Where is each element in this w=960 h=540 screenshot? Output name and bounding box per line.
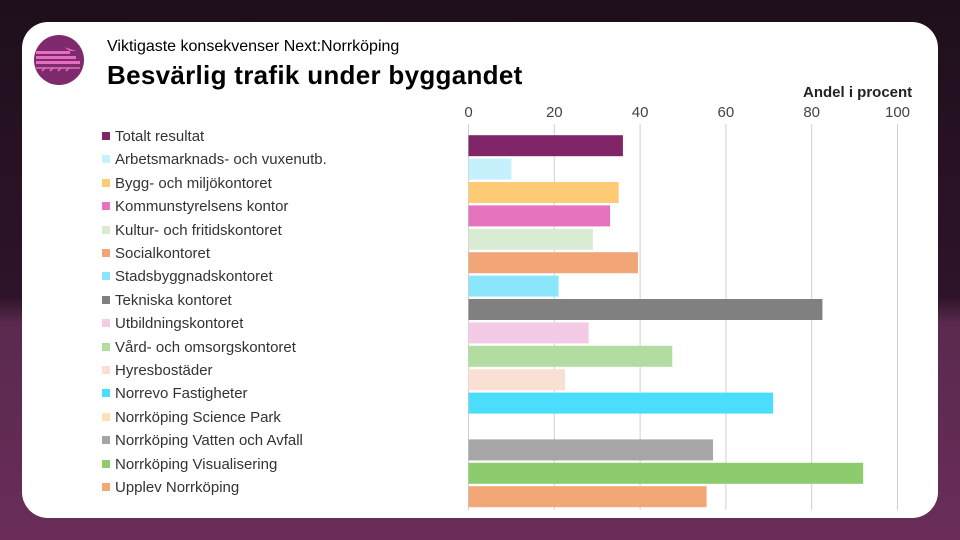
bar bbox=[468, 486, 707, 508]
legend-label: Norrköping Science Park bbox=[115, 408, 281, 426]
legend-label: Totalt resultat bbox=[115, 128, 205, 145]
train-logo-icon bbox=[34, 35, 84, 85]
legend-swatch bbox=[102, 178, 110, 187]
bar bbox=[468, 299, 823, 320]
legend-swatch bbox=[102, 225, 110, 234]
legend-item: Upplev Norrköping bbox=[102, 478, 239, 498]
legend-swatch bbox=[102, 389, 110, 398]
bar bbox=[468, 439, 714, 461]
legend-item: Totalt resultat bbox=[102, 127, 204, 147]
legend-label: Norrköping Visualisering bbox=[115, 455, 278, 473]
x-tick-label: 60 bbox=[717, 104, 735, 121]
legend-label: Arbetsmarknads- och vuxenutb. bbox=[115, 151, 327, 169]
legend-label: Tekniska kontoret bbox=[115, 291, 232, 309]
bar bbox=[468, 228, 593, 250]
legend-swatch bbox=[102, 366, 110, 374]
legend-swatch bbox=[102, 483, 110, 491]
bar bbox=[468, 135, 623, 157]
legend-label: Norrköping Vatten och Avfall bbox=[115, 432, 303, 450]
legend-label: Stadsbyggnadskontoret bbox=[115, 268, 273, 286]
legend-swatch bbox=[102, 155, 110, 164]
legend-label: Socialkontoret bbox=[115, 245, 211, 262]
bar bbox=[468, 158, 512, 180]
x-axis-label: Andel i procent bbox=[803, 84, 913, 101]
legend-swatch bbox=[102, 436, 110, 445]
legend-swatch bbox=[102, 319, 110, 328]
bar bbox=[468, 345, 673, 367]
bar bbox=[468, 369, 566, 391]
legend-item: Tekniska kontoret bbox=[102, 291, 232, 311]
bar bbox=[468, 462, 864, 484]
legend-label: Norrevo Fastigheter bbox=[115, 385, 248, 403]
legend-swatch bbox=[102, 132, 110, 140]
slide-subtitle: Viktigaste konsekvenser Next:Norrköping bbox=[107, 38, 400, 55]
legend-item: Stadsbyggnadskontoret bbox=[102, 267, 273, 287]
legend-label: Kultur- och fritidskontoret bbox=[115, 221, 282, 239]
bar bbox=[468, 322, 589, 344]
bar bbox=[468, 182, 619, 203]
legend-item: Arbetsmarknads- och vuxenutb. bbox=[102, 150, 327, 170]
legend-item: Kultur- och fritidskontoret bbox=[102, 221, 282, 241]
legend-item: Kommunstyrelsens kontor bbox=[102, 197, 288, 217]
legend-swatch bbox=[102, 459, 110, 468]
bar bbox=[468, 252, 638, 274]
legend-item: Norrevo Fastigheter bbox=[102, 384, 248, 404]
legend-swatch bbox=[102, 272, 110, 281]
legend-swatch bbox=[102, 295, 110, 304]
legend-item: Socialkontoret bbox=[102, 244, 210, 264]
legend-swatch bbox=[102, 412, 110, 421]
bar bbox=[468, 392, 774, 414]
legend-swatch bbox=[102, 342, 110, 351]
slide-title: Besvärlig trafik under byggandet bbox=[107, 60, 523, 90]
bar bbox=[468, 275, 559, 297]
legend-item: Bygg- och miljökontoret bbox=[102, 174, 272, 194]
legend-label: Bygg- och miljökontoret bbox=[115, 174, 272, 192]
legend-item: Hyresbostäder bbox=[102, 361, 213, 381]
x-tick-label: 20 bbox=[545, 104, 563, 121]
legend-label: Vård- och omsorgskontoret bbox=[115, 338, 296, 356]
legend-label: Hyresbostäder bbox=[115, 362, 213, 379]
legend-item: Norrköping Science Park bbox=[102, 408, 281, 428]
legend-item: Vård- och omsorgskontoret bbox=[102, 338, 296, 358]
x-tick-label: 100 bbox=[884, 104, 911, 121]
legend-swatch bbox=[102, 249, 110, 257]
legend-label: Upplev Norrköping bbox=[115, 479, 240, 496]
x-tick-label: 40 bbox=[631, 104, 649, 121]
legend-label: Utbildningskontoret bbox=[115, 315, 244, 333]
bar bbox=[468, 205, 611, 227]
legend-item: Utbildningskontoret bbox=[102, 314, 243, 334]
x-tick-label: 80 bbox=[803, 104, 821, 121]
legend-label: Kommunstyrelsens kontor bbox=[115, 198, 289, 216]
legend-swatch bbox=[102, 202, 110, 211]
legend-item: Norrköping Vatten och Avfall bbox=[102, 431, 303, 451]
x-tick-label: 0 bbox=[464, 104, 473, 121]
legend-item: Norrköping Visualisering bbox=[102, 455, 277, 475]
